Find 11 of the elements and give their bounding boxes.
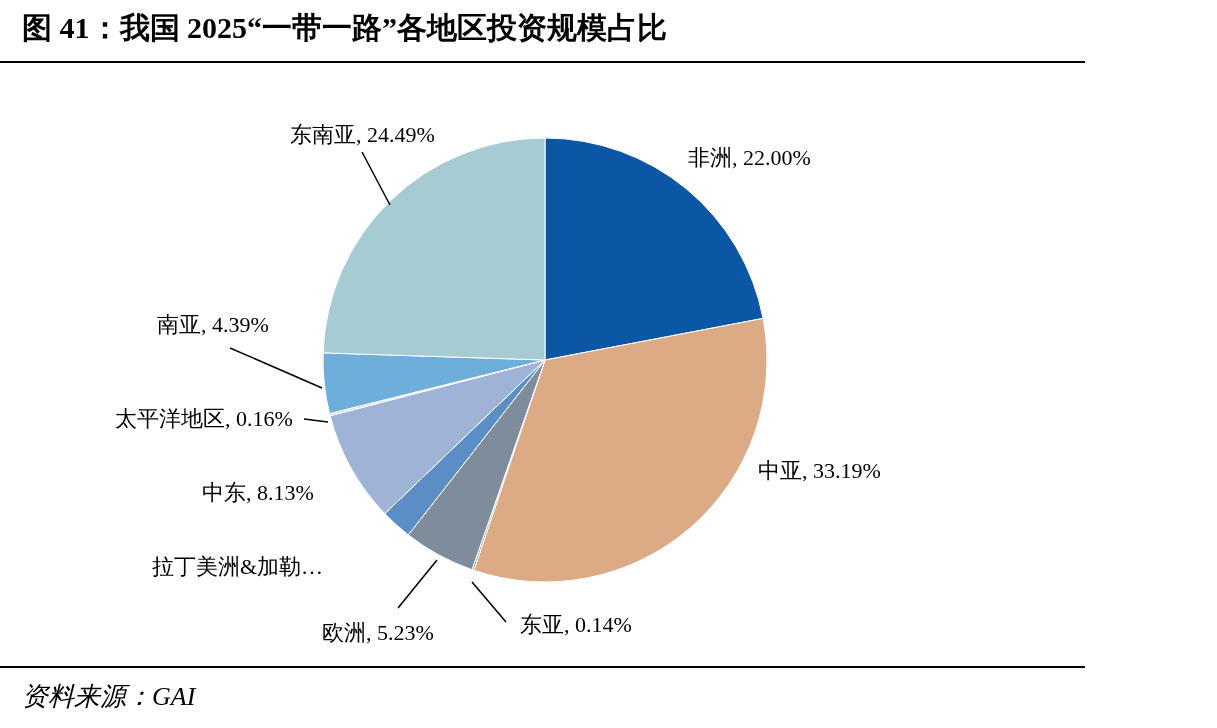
slice-label: 欧洲, 5.23% xyxy=(322,620,434,645)
slice-label: 东亚, 0.14% xyxy=(520,612,632,637)
slice-label: 东南亚, 24.49% xyxy=(290,122,435,147)
slice-label: 南亚, 4.39% xyxy=(157,312,269,337)
slice-label: 中东, 8.13% xyxy=(202,480,314,505)
slice-label: 拉丁美洲&加勒… xyxy=(152,554,324,579)
chart-title: 图 41：我国 2025“一带一路”各地区投资规模占比 xyxy=(22,11,667,44)
slice-label: 非洲, 22.00% xyxy=(688,145,811,170)
slice-label: 太平洋地区, 0.16% xyxy=(115,406,293,431)
slice-label: 中亚, 33.19% xyxy=(758,458,881,483)
text: 资料来源：GAI xyxy=(22,682,197,711)
